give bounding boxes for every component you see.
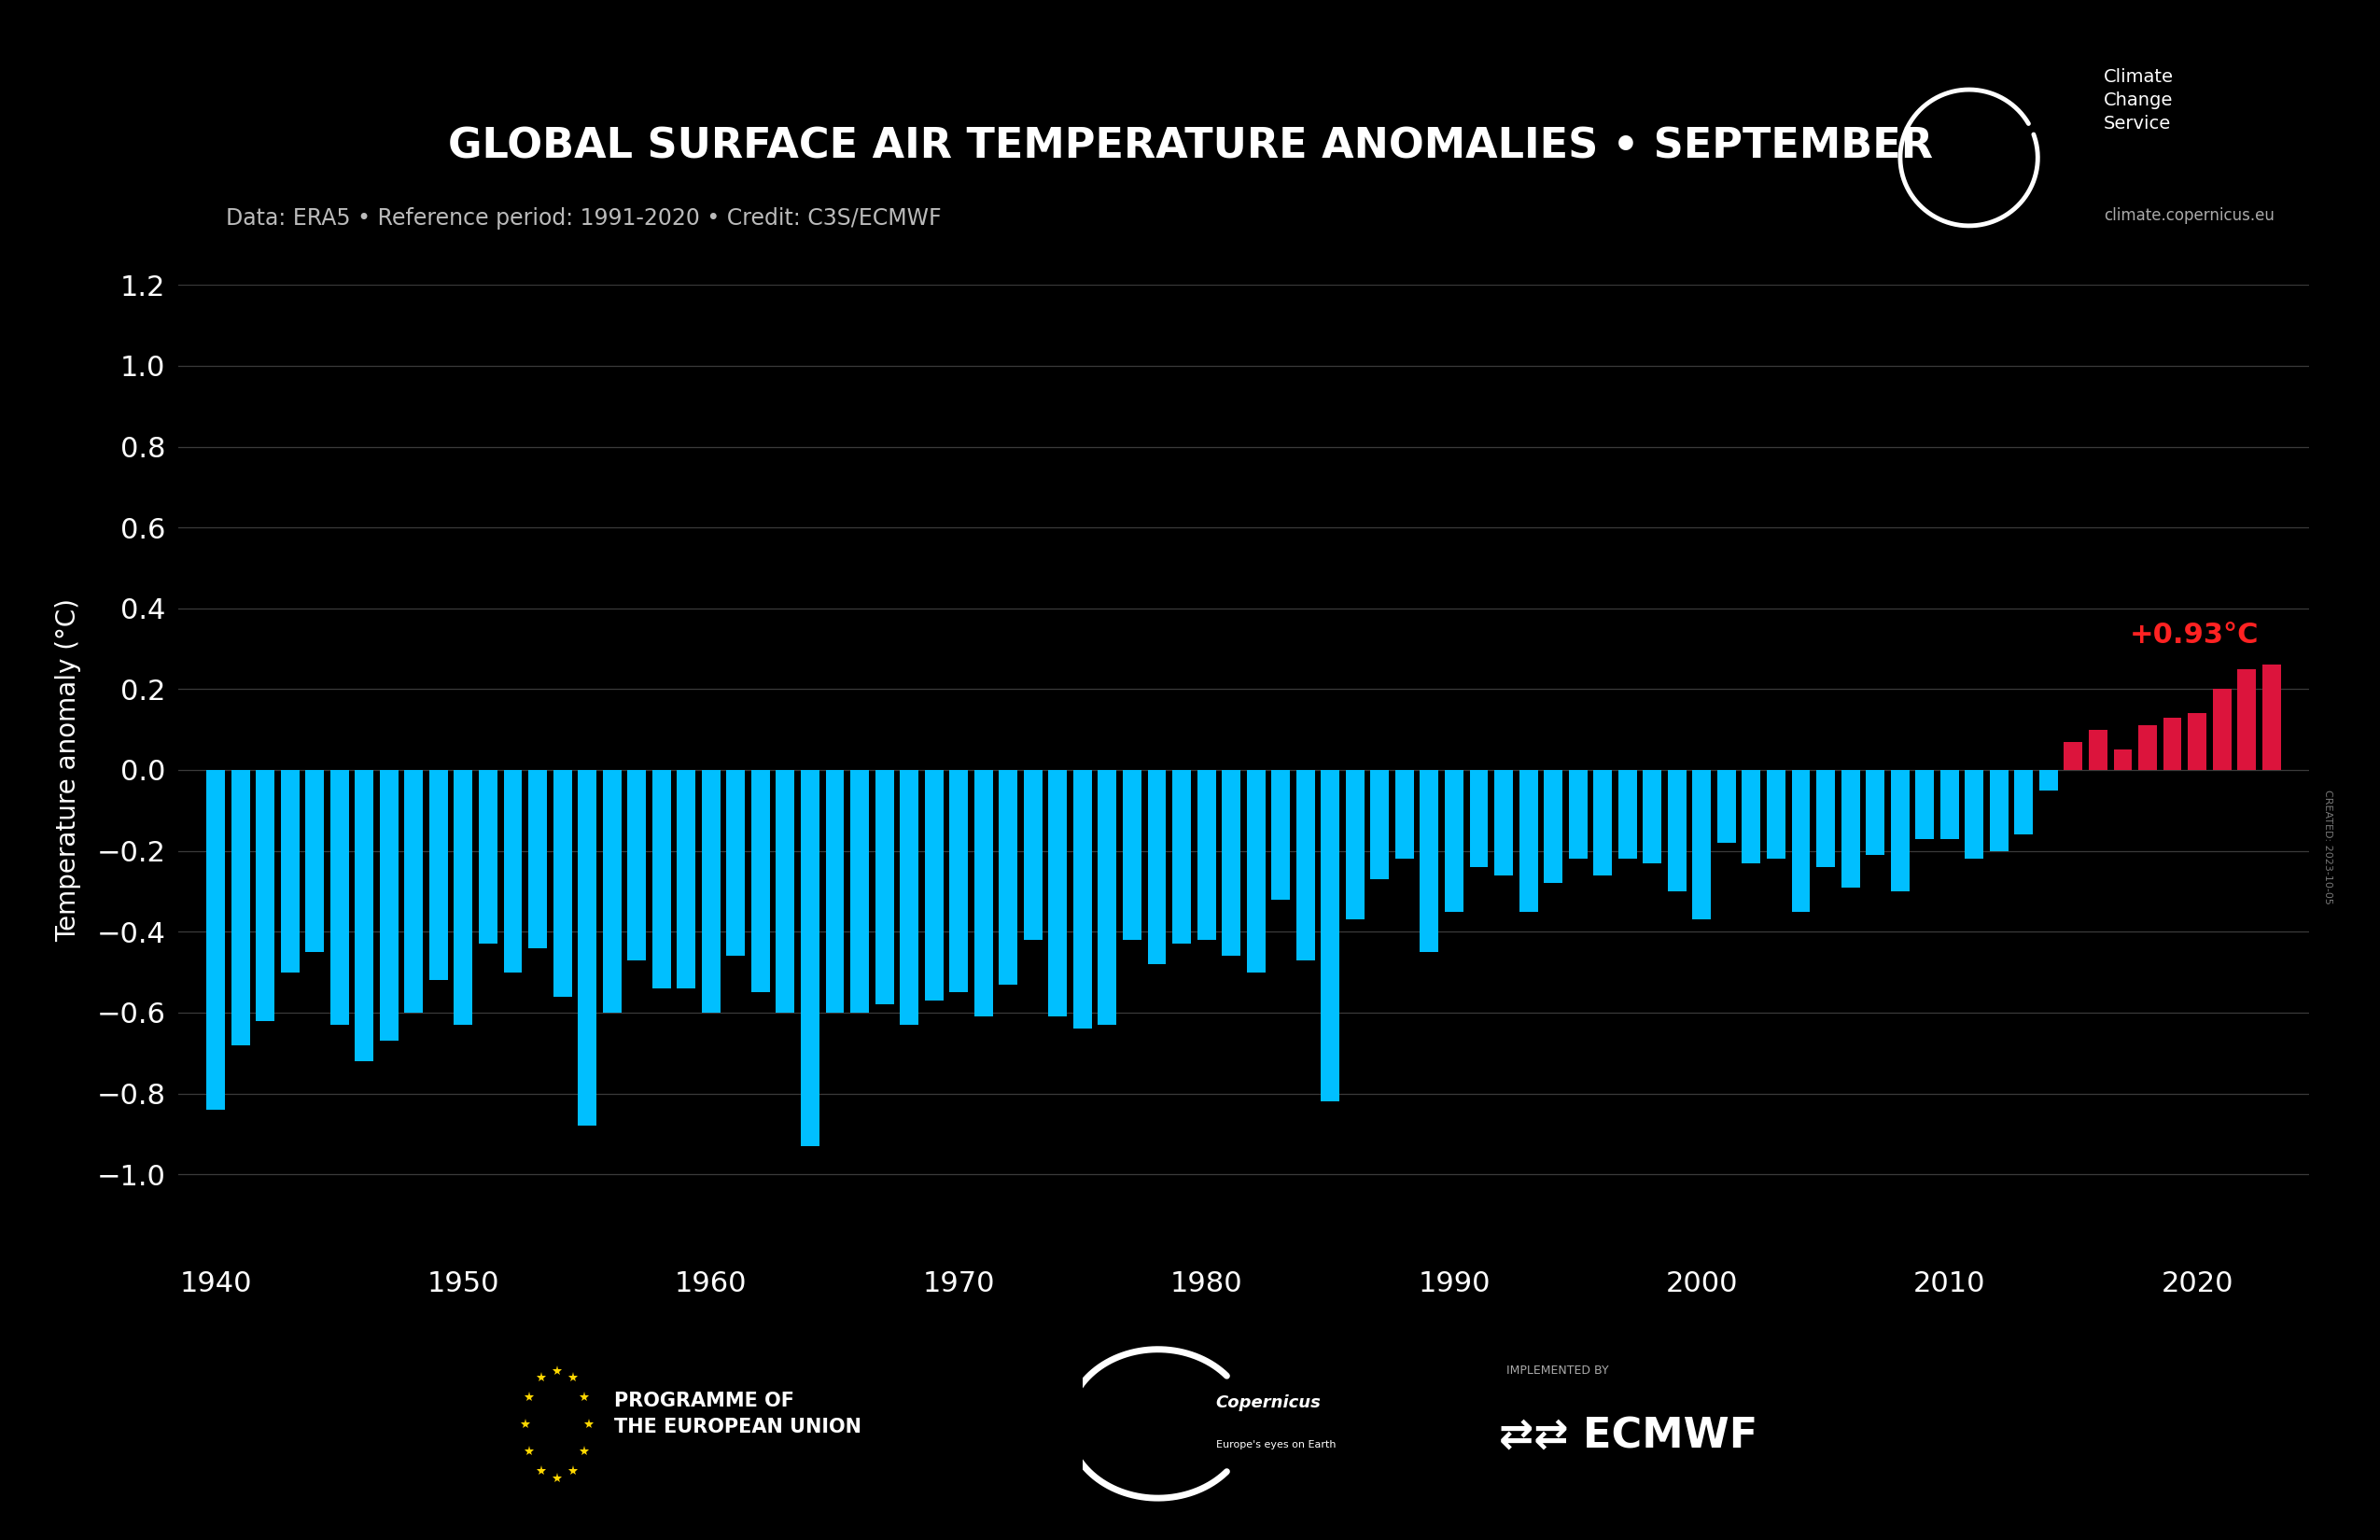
Bar xyxy=(1297,770,1314,959)
Bar xyxy=(331,770,350,1024)
Bar xyxy=(1518,770,1537,912)
Bar xyxy=(2213,690,2230,770)
Text: +0.93°C: +0.93°C xyxy=(2130,622,2259,648)
Text: PROGRAMME OF
THE EUROPEAN UNION: PROGRAMME OF THE EUROPEAN UNION xyxy=(614,1391,862,1437)
Bar xyxy=(305,770,324,952)
Bar xyxy=(1173,770,1190,944)
Bar xyxy=(478,770,497,944)
Bar xyxy=(2137,725,2156,770)
Bar xyxy=(1221,770,1240,956)
Bar xyxy=(676,770,695,989)
Bar xyxy=(1940,770,1959,839)
Bar xyxy=(1247,770,1266,972)
Bar xyxy=(1147,770,1166,964)
Bar xyxy=(1371,770,1390,879)
Text: IMPLEMENTED BY: IMPLEMENTED BY xyxy=(1507,1364,1609,1377)
Bar xyxy=(628,770,645,959)
Bar xyxy=(1816,770,1835,867)
Bar xyxy=(2163,718,2182,770)
Bar xyxy=(2090,730,2106,770)
Bar xyxy=(876,770,895,1004)
Bar xyxy=(1890,770,1909,892)
Bar xyxy=(257,770,274,1021)
Bar xyxy=(900,770,919,1024)
Text: ⇄⇄ ECMWF: ⇄⇄ ECMWF xyxy=(1499,1417,1759,1457)
Bar xyxy=(752,770,769,992)
Bar xyxy=(528,770,547,949)
Bar xyxy=(1742,770,1761,862)
Bar xyxy=(207,770,226,1109)
Bar xyxy=(1618,770,1637,859)
Text: 🌡: 🌡 xyxy=(1961,145,1978,171)
Bar xyxy=(2113,750,2132,770)
Bar xyxy=(726,770,745,956)
Bar xyxy=(926,770,942,1001)
Bar xyxy=(355,770,374,1061)
Bar xyxy=(602,770,621,1013)
Bar xyxy=(455,770,474,1024)
Bar xyxy=(1766,770,1785,859)
Bar xyxy=(1495,770,1514,875)
Text: Climate
Change
Service: Climate Change Service xyxy=(2104,68,2173,132)
Text: climate.copernicus.eu: climate.copernicus.eu xyxy=(2104,208,2275,223)
Bar xyxy=(800,770,819,1146)
Bar xyxy=(1668,770,1687,892)
Text: CREATED: 2023-10-05: CREATED: 2023-10-05 xyxy=(2323,790,2332,904)
Bar xyxy=(702,770,721,1013)
Y-axis label: Temperature anomaly (°C): Temperature anomaly (°C) xyxy=(55,598,81,942)
Bar xyxy=(552,770,571,996)
Bar xyxy=(1445,770,1464,912)
Bar xyxy=(1842,770,1859,887)
Bar xyxy=(1073,770,1092,1029)
Bar xyxy=(1866,770,1885,855)
Bar xyxy=(1271,770,1290,899)
Bar xyxy=(1097,770,1116,1024)
Bar xyxy=(2013,770,2033,835)
Bar xyxy=(1468,770,1488,867)
Bar xyxy=(1321,770,1340,1101)
Bar xyxy=(1395,770,1414,859)
Bar xyxy=(2261,665,2280,770)
Bar xyxy=(1642,770,1661,862)
Bar xyxy=(381,770,397,1041)
Bar xyxy=(1916,770,1935,839)
Text: Europe's eyes on Earth: Europe's eyes on Earth xyxy=(1216,1440,1335,1449)
Bar xyxy=(1568,770,1587,859)
Bar xyxy=(2063,742,2082,770)
Bar xyxy=(1050,770,1066,1016)
Bar xyxy=(428,770,447,981)
Bar xyxy=(652,770,671,989)
Bar xyxy=(1023,770,1042,939)
Text: GLOBAL SURFACE AIR TEMPERATURE ANOMALIES • SEPTEMBER: GLOBAL SURFACE AIR TEMPERATURE ANOMALIES… xyxy=(447,126,1933,166)
Bar xyxy=(1123,770,1142,939)
Bar xyxy=(1692,770,1711,919)
Bar xyxy=(405,770,424,1013)
Bar xyxy=(1966,770,1983,859)
Bar xyxy=(776,770,795,1013)
Bar xyxy=(1000,770,1019,984)
Bar xyxy=(2040,770,2059,790)
Bar xyxy=(826,770,845,1013)
Bar xyxy=(1545,770,1561,884)
Bar xyxy=(1792,770,1811,912)
Bar xyxy=(1197,770,1216,939)
Bar xyxy=(578,770,597,1126)
Text: Data: ERA5 • Reference period: 1991-2020 • Credit: C3S/ECMWF: Data: ERA5 • Reference period: 1991-2020… xyxy=(226,208,942,229)
Bar xyxy=(1990,770,2009,850)
Bar xyxy=(1421,770,1438,952)
Bar xyxy=(2187,713,2206,770)
Bar xyxy=(950,770,969,992)
Bar xyxy=(973,770,992,1016)
Bar xyxy=(231,770,250,1046)
Bar xyxy=(850,770,869,1013)
Bar xyxy=(281,770,300,972)
Text: Copernicus: Copernicus xyxy=(1216,1394,1321,1411)
Bar xyxy=(505,770,521,972)
Bar xyxy=(2237,668,2256,770)
Bar xyxy=(1592,770,1611,875)
Bar xyxy=(1718,770,1735,842)
Bar xyxy=(1345,770,1364,919)
